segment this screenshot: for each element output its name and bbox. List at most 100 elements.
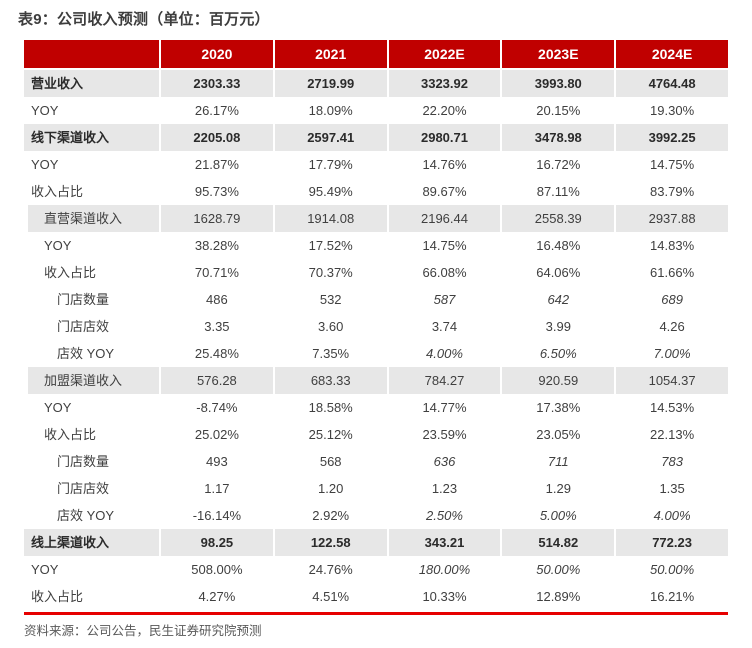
value-cell: 95.49% xyxy=(272,178,387,205)
value-cell: 1.20 xyxy=(272,475,387,502)
row-label: 收入占比 xyxy=(31,184,84,199)
value-cell: 4.00% xyxy=(614,502,728,529)
value-cell: 23.05% xyxy=(500,421,614,448)
value-cell: 683.33 xyxy=(272,367,387,394)
value-cell: 25.12% xyxy=(272,421,387,448)
row-label: 加盟渠道收入 xyxy=(24,367,159,394)
value-cell: 18.09% xyxy=(272,97,387,124)
row-label: 门店店效 xyxy=(57,481,110,496)
value-cell: 508.00% xyxy=(159,556,273,583)
row-label: YOY xyxy=(31,157,59,172)
table-row: YOY 38.28% 17.52% 14.75% 16.48% 14.83% xyxy=(24,232,728,259)
row-label: YOY xyxy=(44,238,72,253)
value-cell: 1054.37 xyxy=(614,367,728,394)
value-cell: 493 xyxy=(159,448,273,475)
table-row: YOY -8.74% 18.58% 14.77% 17.38% 14.53% xyxy=(24,394,728,421)
table-row: YOY 21.87% 17.79% 14.76% 16.72% 14.75% xyxy=(24,151,728,178)
row-label: 店效 YOY xyxy=(57,508,115,523)
row-label: 线下渠道收入 xyxy=(24,124,159,151)
value-cell: 61.66% xyxy=(614,259,728,286)
value-cell: 587 xyxy=(386,286,501,313)
value-cell: 2980.71 xyxy=(386,124,501,151)
table-row: 门店店效 3.35 3.60 3.74 3.99 4.26 xyxy=(24,313,728,340)
value-cell: -8.74% xyxy=(159,394,273,421)
value-cell: 16.48% xyxy=(500,232,614,259)
value-cell: 4.51% xyxy=(272,583,387,610)
value-cell: 2.92% xyxy=(272,502,387,529)
row-label: 收入占比 xyxy=(44,427,97,442)
value-cell: 10.33% xyxy=(386,583,501,610)
value-cell: 1.17 xyxy=(159,475,273,502)
value-cell: 50.00% xyxy=(500,556,614,583)
value-cell: 568 xyxy=(272,448,387,475)
header-cell-year: 2023E xyxy=(500,40,615,70)
value-cell: 6.50% xyxy=(500,340,614,367)
value-cell: 17.52% xyxy=(272,232,387,259)
value-cell: 98.25 xyxy=(159,529,273,556)
value-cell: 14.77% xyxy=(386,394,501,421)
value-cell: 25.48% xyxy=(159,340,273,367)
value-cell: 180.00% xyxy=(386,556,501,583)
value-cell: 2303.33 xyxy=(159,70,273,97)
value-cell: 38.28% xyxy=(159,232,273,259)
value-cell: 3323.92 xyxy=(386,70,501,97)
value-cell: 70.71% xyxy=(159,259,273,286)
value-cell: 486 xyxy=(159,286,273,313)
value-cell: 12.89% xyxy=(500,583,614,610)
table-row: 线下渠道收入 2205.08 2597.41 2980.71 3478.98 3992.2… xyxy=(24,124,728,151)
value-cell: 3.99 xyxy=(500,313,614,340)
value-cell: 3.60 xyxy=(272,313,387,340)
value-cell: 16.21% xyxy=(614,583,728,610)
value-cell: 576.28 xyxy=(159,367,273,394)
value-cell: 5.00% xyxy=(500,502,614,529)
value-cell: 25.02% xyxy=(159,421,273,448)
value-cell: 1628.79 xyxy=(159,205,273,232)
row-label: 门店数量 xyxy=(57,292,110,307)
table-row: 加盟渠道收入 576.28 683.33 784.27 920.59 1054.37 xyxy=(24,367,728,394)
source-note: 资料来源：公司公告，民生证券研究院预测 xyxy=(24,624,262,638)
row-label: YOY xyxy=(31,103,59,118)
value-cell: 17.79% xyxy=(272,151,387,178)
value-cell: 2558.39 xyxy=(500,205,615,232)
table-row: 线上渠道收入 98.25 122.58 343.21 514.82 772.23 xyxy=(24,529,728,556)
table-row: 营业收入 2303.33 2719.99 3323.92 3993.80 4764.48 xyxy=(24,70,728,97)
value-cell: 66.08% xyxy=(386,259,501,286)
value-cell: 4.27% xyxy=(159,583,273,610)
value-cell: 95.73% xyxy=(159,178,273,205)
table-row: YOY 26.17% 18.09% 22.20% 20.15% 19.30% xyxy=(24,97,728,124)
value-cell: 642 xyxy=(500,286,614,313)
value-cell: 21.87% xyxy=(159,151,273,178)
header-cell-year: 2020 xyxy=(159,40,273,70)
header-cell-year: 2021 xyxy=(272,40,387,70)
value-cell: 636 xyxy=(386,448,501,475)
table-row: 门店数量 493 568 636 711 783 xyxy=(24,448,728,475)
value-cell: 14.76% xyxy=(386,151,501,178)
table-row: 收入占比 4.27% 4.51% 10.33% 12.89% 16.21% xyxy=(24,583,728,610)
row-label: 直营渠道收入 xyxy=(24,205,159,232)
value-cell: 50.00% xyxy=(614,556,728,583)
table-row: 直营渠道收入 1628.79 1914.08 2196.44 2558.39 2937.8… xyxy=(24,205,728,232)
value-cell: 1.29 xyxy=(500,475,614,502)
value-cell: 711 xyxy=(500,448,614,475)
revenue-forecast-table: 2020 2021 2022E 2023E 2024E 营业收入 2303.33 2719.… xyxy=(24,40,728,610)
value-cell: 2196.44 xyxy=(386,205,501,232)
value-cell: 14.75% xyxy=(614,151,728,178)
value-cell: 3992.25 xyxy=(614,124,728,151)
value-cell: 83.79% xyxy=(614,178,728,205)
value-cell: 3478.98 xyxy=(500,124,615,151)
table-row: 收入占比 70.71% 70.37% 66.08% 64.06% 61.66% xyxy=(24,259,728,286)
row-label: YOY xyxy=(44,400,72,415)
value-cell: 14.75% xyxy=(386,232,501,259)
red-divider-line xyxy=(24,612,728,615)
table-row: 店效 YOY -16.14% 2.92% 2.50% 5.00% 4.00% xyxy=(24,502,728,529)
value-cell: 89.67% xyxy=(386,178,501,205)
value-cell: 689 xyxy=(614,286,728,313)
value-cell: 26.17% xyxy=(159,97,273,124)
value-cell: 4764.48 xyxy=(614,70,728,97)
value-cell: 14.53% xyxy=(614,394,728,421)
value-cell: 17.38% xyxy=(500,394,614,421)
header-cell-year: 2022E xyxy=(386,40,501,70)
value-cell: 24.76% xyxy=(272,556,387,583)
value-cell: 14.83% xyxy=(614,232,728,259)
value-cell: 20.15% xyxy=(500,97,614,124)
